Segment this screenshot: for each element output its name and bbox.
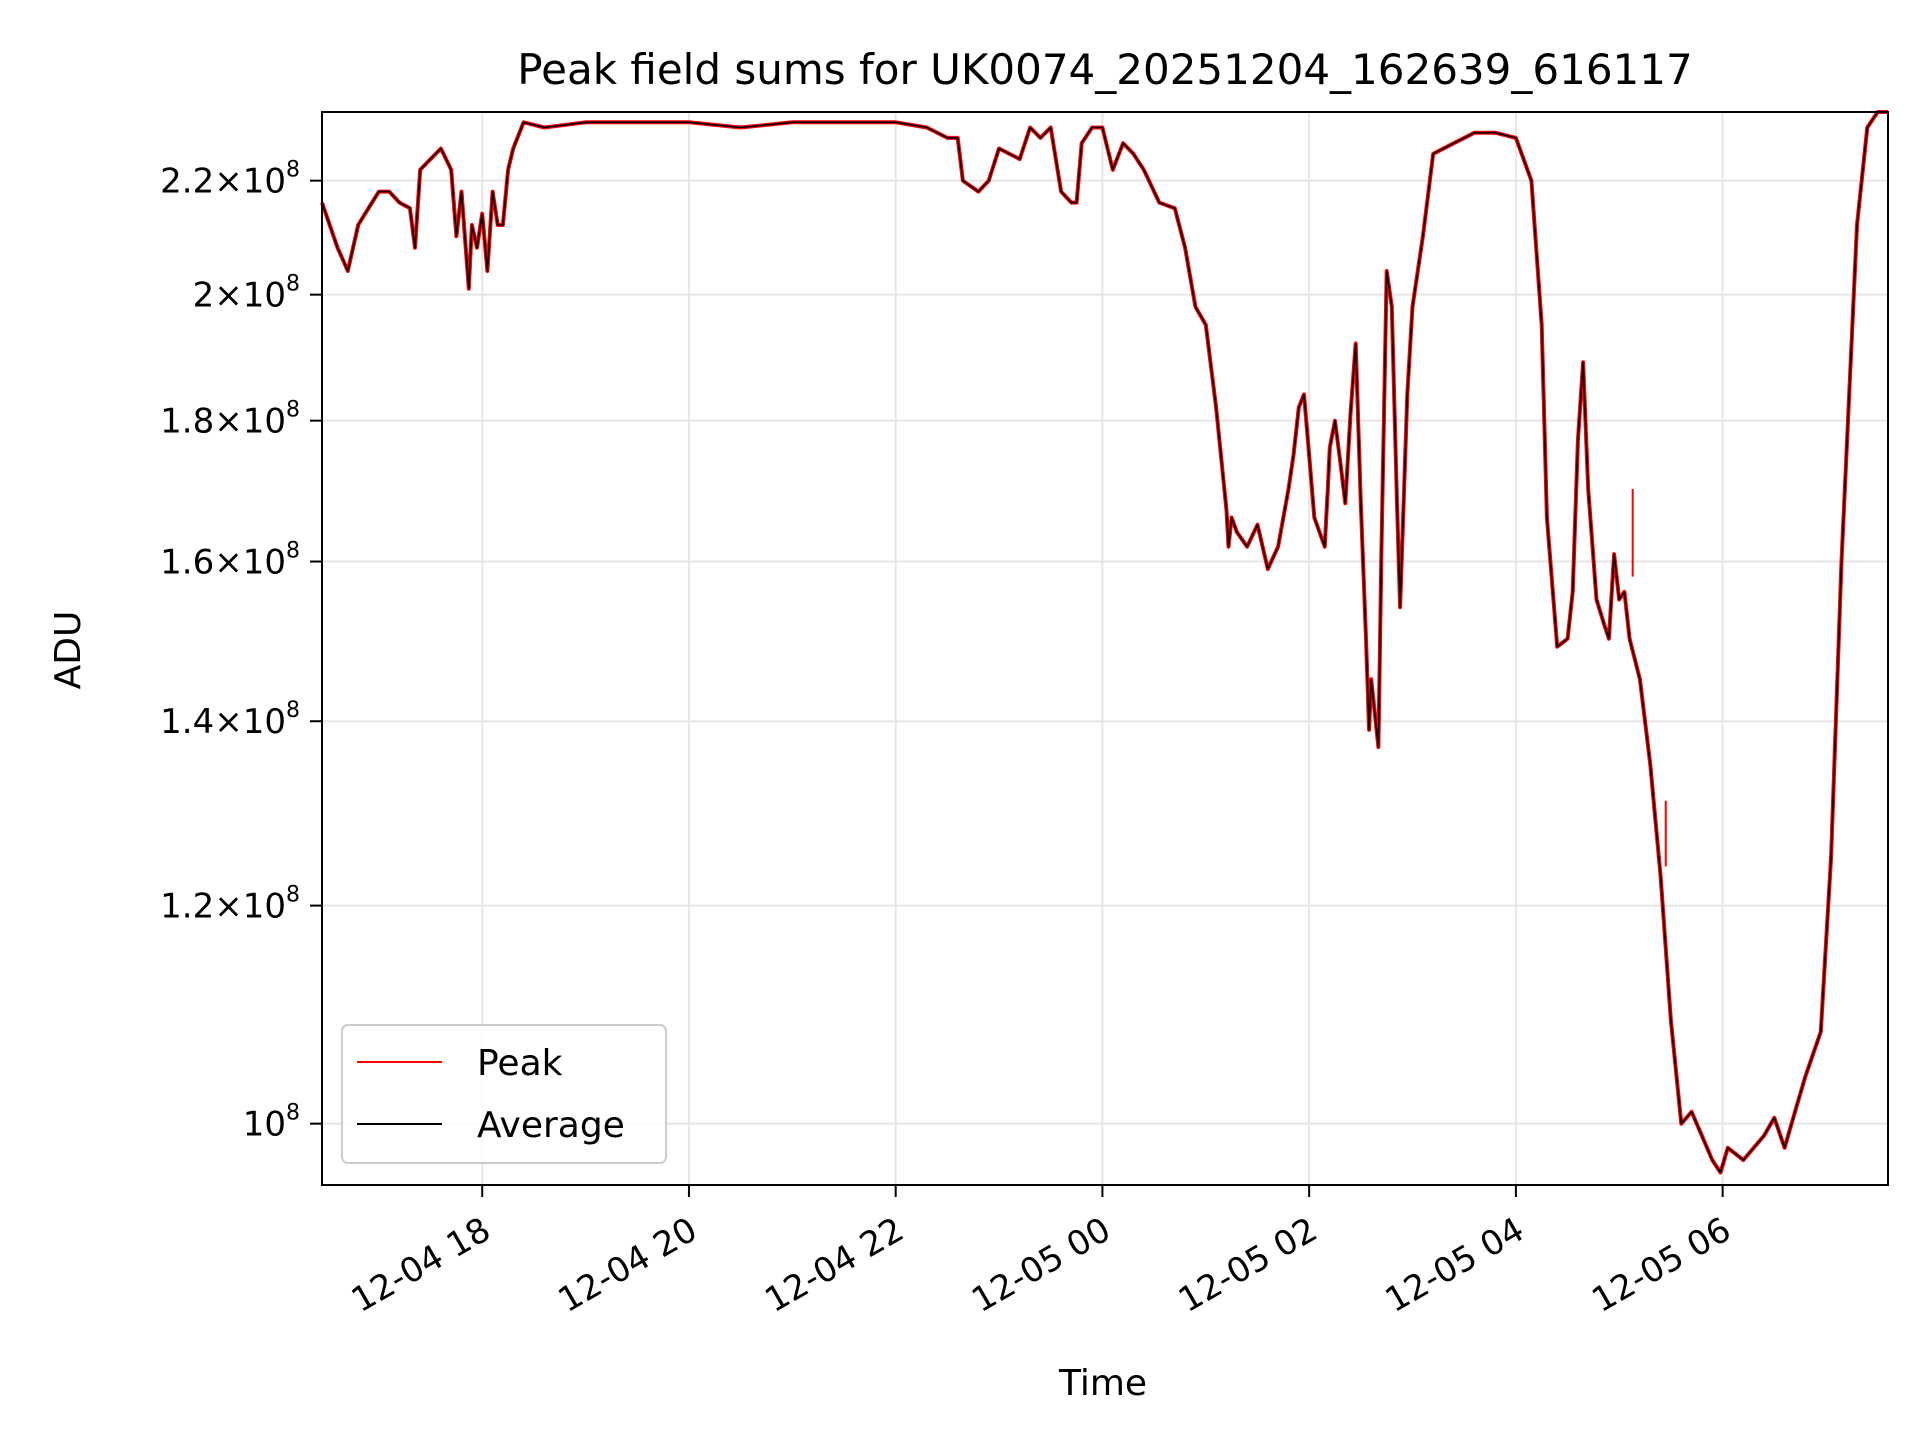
- y-tick-label: 2.2×108: [160, 158, 300, 202]
- y-tick-label: 1.4×108: [160, 698, 300, 742]
- legend-box: [341, 1024, 667, 1164]
- y-tick-label: 1.2×108: [160, 883, 300, 927]
- series-group: [320, 110, 1888, 1175]
- plot-frame: [321, 111, 1889, 1186]
- legend-label-average: Average: [477, 1105, 625, 1146]
- legend: Peak Average: [341, 1024, 667, 1164]
- y-tick-label: 2×108: [193, 272, 300, 316]
- legend-label-peak: Peak: [477, 1043, 563, 1084]
- y-axis-label: ADU: [48, 611, 89, 690]
- y-tick-label: 108: [243, 1101, 300, 1145]
- y-tick-label: 1.8×108: [160, 398, 300, 442]
- x-axis-label: Time: [1058, 1363, 1147, 1404]
- chart-title: Peak field sums for UK0074_20251204_1626…: [517, 45, 1692, 94]
- y-tick-label: 1.6×108: [160, 539, 300, 583]
- y-axis: 108 1.2×108 1.4×108 1.6×108 1.8×108 2×108 2.2×…: [160, 158, 322, 1145]
- average-series-line: [321, 111, 1888, 1174]
